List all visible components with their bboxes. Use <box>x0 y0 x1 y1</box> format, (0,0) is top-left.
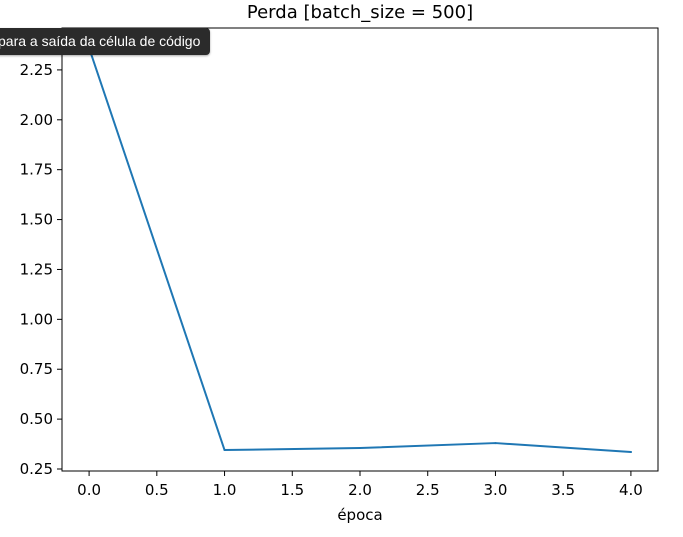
x-tick-label: 2.5 <box>416 481 440 499</box>
plot-frame <box>61 27 659 472</box>
x-tick-label: 3.0 <box>484 481 508 499</box>
x-tick-label: 0.5 <box>145 481 169 499</box>
x-tick-label: 4.0 <box>619 481 643 499</box>
series-point <box>494 442 497 445</box>
x-tick-label: 3.5 <box>551 481 575 499</box>
x-axis-label: época <box>337 506 382 524</box>
series-layer <box>88 46 632 454</box>
chart-title: Perda [batch_size = 500] <box>247 2 473 23</box>
y-axis: 0.25 0.50 0.75 1.00 1.25 1.50 1.75 2.00 2.25 <box>20 61 62 478</box>
y-tick-label: 0.75 <box>20 360 53 378</box>
y-tick-label: 1.25 <box>20 260 53 278</box>
series-point <box>629 451 632 454</box>
y-tick-label: 1.50 <box>20 211 53 229</box>
tooltip-text: para a saída da célula de código <box>0 33 201 49</box>
x-axis: 0.0 0.5 1.0 1.5 2.0 2.5 3.0 3.5 4.0 <box>77 471 643 499</box>
x-tick-label: 1.5 <box>280 481 304 499</box>
y-tick-label: 0.50 <box>20 410 53 428</box>
plot-area <box>61 27 659 472</box>
y-tick-label: 2.00 <box>20 111 53 129</box>
x-tick-label: 1.0 <box>213 481 237 499</box>
series-point <box>359 447 361 450</box>
y-tick-label: 1.00 <box>20 310 53 328</box>
series-line-0 <box>88 46 632 454</box>
x-tick-label: 2.0 <box>348 481 372 499</box>
y-tick-label: 1.75 <box>20 161 53 179</box>
y-tick-label: 2.25 <box>20 61 53 79</box>
x-tick-label: 0.0 <box>77 481 101 499</box>
y-tick-label: 0.25 <box>20 460 53 478</box>
tooltip: para a saída da célula de código <box>0 28 211 55</box>
series-point <box>223 449 226 452</box>
